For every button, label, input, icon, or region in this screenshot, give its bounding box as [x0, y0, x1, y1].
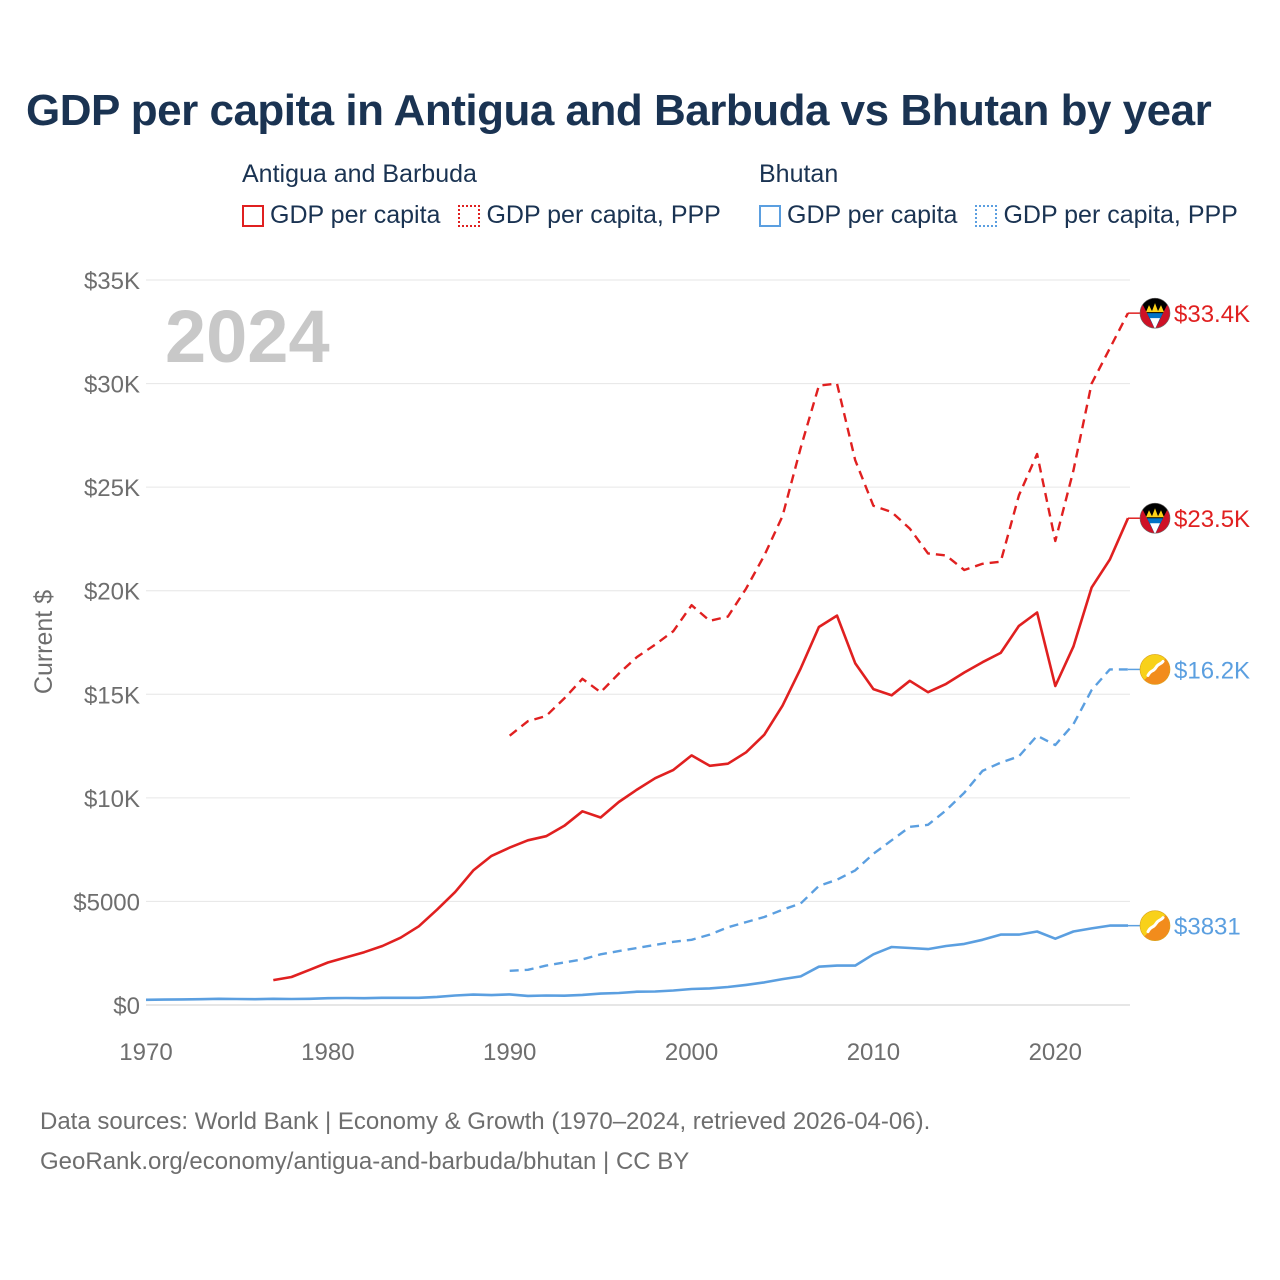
y-tick-label: $30K: [84, 372, 140, 399]
legend-swatch-solid-blue: [759, 204, 781, 227]
y-tick-label: $25K: [84, 475, 140, 502]
y-tick-label: $0: [113, 993, 140, 1020]
antigua-flag-icon: [1139, 502, 1171, 534]
end-value-label: $33.4K: [1174, 301, 1250, 328]
legend-title-bhutan: Bhutan: [759, 160, 839, 188]
end-value-label: $16.2K: [1174, 657, 1250, 684]
x-tick-label: 1980: [301, 1039, 354, 1066]
y-axis-label: Current $: [30, 590, 58, 694]
legend-item-antigua-gdp[interactable]: GDP per capita: [242, 201, 440, 230]
y-tick-label: $10K: [84, 786, 140, 813]
y-tick-label: $20K: [84, 579, 140, 606]
legend-swatch-dotted-blue: [975, 204, 998, 227]
series-line-1[interactable]: [273, 517, 1130, 982]
series-line-0[interactable]: [508, 312, 1130, 737]
legend-item-antigua-ppp[interactable]: GDP per capita, PPP: [458, 201, 721, 230]
legend-group-bhutan: Bhutan GDP per capita GDP per capita, PP…: [759, 160, 1238, 230]
legend-item-bhutan-gdp[interactable]: GDP per capita: [759, 201, 957, 230]
legend-item-bhutan-ppp[interactable]: GDP per capita, PPP: [975, 201, 1238, 230]
y-tick-label: $15K: [84, 682, 140, 709]
legend-label: GDP per capita: [270, 201, 441, 229]
x-tick-label: 2000: [665, 1039, 718, 1066]
source-line-2[interactable]: GeoRank.org/economy/antigua-and-barbuda/…: [40, 1148, 690, 1175]
legend-swatch-solid-red: [242, 204, 264, 227]
x-tick-label: 2010: [847, 1039, 900, 1066]
x-tick-label: 1970: [119, 1039, 172, 1066]
bhutan-flag-icon: [1139, 654, 1171, 685]
chart-title: GDP per capita in Antigua and Barbuda vs…: [26, 86, 1212, 135]
y-tick-label: $5000: [73, 889, 140, 916]
x-tick-label: 1990: [483, 1039, 536, 1066]
bhutan-flag-icon: [1139, 910, 1171, 941]
end-value-label: $23.5K: [1174, 506, 1250, 533]
x-tick-label: 2020: [1029, 1039, 1082, 1066]
legend-label: GDP per capita: [787, 201, 958, 229]
legend-title-antigua: Antigua and Barbuda: [242, 160, 477, 188]
legend-label: GDP per capita, PPP: [486, 201, 721, 229]
legend-group-antigua: Antigua and Barbuda GDP per capita GDP p…: [242, 160, 721, 230]
antigua-flag-icon: [1139, 297, 1171, 329]
series-line-3[interactable]: [145, 924, 1128, 1002]
legend-label: GDP per capita, PPP: [1003, 201, 1238, 229]
series-line-2[interactable]: [509, 668, 1128, 972]
legend-swatch-dotted-red: [458, 204, 481, 227]
year-watermark: 2024: [165, 295, 330, 378]
end-value-label: $3831: [1174, 914, 1241, 941]
source-line-1: Data sources: World Bank | Economy & Gro…: [40, 1108, 931, 1135]
y-tick-label: $35K: [84, 268, 140, 295]
